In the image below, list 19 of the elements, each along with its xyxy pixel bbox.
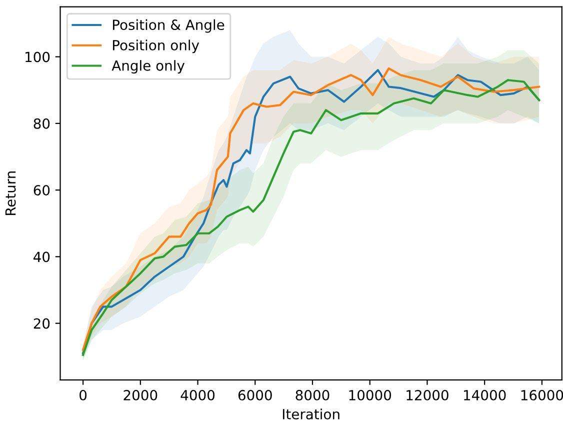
legend-label: Angle only <box>112 60 185 74</box>
x-tick-label: 10000 <box>349 390 392 400</box>
legend-label: Position & Angle <box>112 19 224 33</box>
x-tick-label: 4000 <box>180 390 215 400</box>
x-tick-label: 2000 <box>124 390 158 400</box>
legend-label: Position only <box>112 40 200 54</box>
y-tick-label: 60 <box>34 185 50 196</box>
y-tick-label: 100 <box>26 52 50 62</box>
y-tick-label: 20 <box>34 318 50 329</box>
x-axis-title: Iteration <box>282 408 340 420</box>
x-tick-label: 16000 <box>521 390 563 400</box>
x-tick-label: 6000 <box>238 390 272 400</box>
y-axis-title: Return <box>5 172 16 216</box>
x-tick-label: 8000 <box>296 390 330 400</box>
y-tick-label: 40 <box>34 252 50 262</box>
x-tick-label: 0 <box>80 390 87 400</box>
y-tick-label: 80 <box>34 118 50 129</box>
x-tick-label: 12000 <box>406 390 448 400</box>
x-tick-label: 14000 <box>464 390 506 400</box>
